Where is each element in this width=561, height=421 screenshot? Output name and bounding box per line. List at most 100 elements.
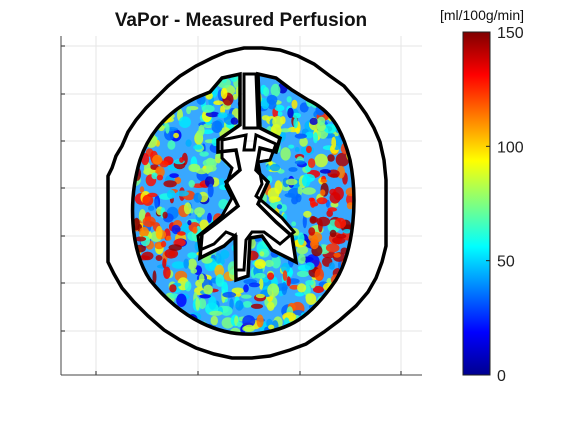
perfusion-voxel bbox=[263, 87, 270, 97]
perfusion-voxel bbox=[317, 116, 326, 126]
perfusion-voxel bbox=[193, 192, 202, 203]
perfusion-voxel bbox=[152, 154, 163, 165]
perfusion-voxel bbox=[185, 139, 192, 147]
perfusion-voxel bbox=[242, 301, 253, 308]
perfusion-voxel bbox=[222, 291, 237, 298]
perfusion-voxel bbox=[209, 310, 223, 316]
perfusion-voxel bbox=[277, 169, 285, 174]
perfusion-voxel bbox=[277, 111, 283, 117]
perfusion-voxel bbox=[151, 172, 158, 180]
perfusion-voxel bbox=[296, 245, 309, 255]
perfusion-voxel bbox=[165, 235, 172, 241]
perfusion-voxel bbox=[313, 132, 318, 144]
perfusion-voxel bbox=[139, 186, 145, 194]
perfusion-voxel bbox=[164, 248, 179, 259]
perfusion-voxel bbox=[301, 175, 311, 187]
perfusion-voxel bbox=[305, 131, 314, 139]
perfusion-voxel bbox=[327, 154, 335, 162]
perfusion-voxel bbox=[292, 112, 302, 119]
colorbar-tick-label: 150 bbox=[497, 25, 524, 42]
perfusion-voxel bbox=[243, 324, 255, 332]
perfusion-voxel bbox=[297, 253, 306, 264]
perfusion-voxel bbox=[309, 215, 317, 224]
perfusion-voxel bbox=[213, 100, 224, 105]
perfusion-voxel bbox=[295, 193, 302, 203]
perfusion-voxel bbox=[199, 151, 209, 157]
perfusion-voxel bbox=[342, 229, 352, 234]
perfusion-voxel bbox=[236, 321, 243, 327]
perfusion-voxel bbox=[327, 207, 338, 212]
perfusion-voxel bbox=[186, 106, 192, 115]
perfusion-voxel bbox=[271, 255, 281, 269]
perfusion-voxel bbox=[248, 282, 260, 288]
perfusion-voxel bbox=[264, 259, 274, 268]
perfusion-voxel bbox=[187, 258, 197, 271]
perfusion-voxel bbox=[215, 253, 222, 264]
perfusion-voxel bbox=[203, 123, 214, 129]
perfusion-voxel bbox=[154, 198, 159, 209]
perfusion-voxel bbox=[316, 216, 331, 227]
perfusion-voxel bbox=[320, 189, 326, 196]
brain-outline bbox=[130, 71, 356, 336]
x-ticks bbox=[95, 371, 402, 375]
perfusion-voxel bbox=[188, 163, 201, 173]
perfusion-voxel bbox=[259, 251, 265, 257]
perfusion-voxel bbox=[287, 107, 294, 119]
perfusion-voxel bbox=[325, 243, 340, 253]
perfusion-voxel bbox=[183, 202, 192, 215]
perfusion-voxel bbox=[310, 239, 319, 250]
perfusion-voxel bbox=[333, 252, 341, 258]
perfusion-voxel bbox=[307, 158, 316, 169]
perfusion-voxel bbox=[240, 294, 252, 299]
perfusion-voxel bbox=[254, 259, 266, 269]
perfusion-voxel bbox=[306, 145, 312, 154]
perfusion-voxel bbox=[219, 178, 225, 186]
perfusion-voxel bbox=[198, 298, 207, 310]
perfusion-voxel bbox=[197, 212, 202, 218]
perfusion-voxel bbox=[302, 214, 307, 229]
perfusion-voxel bbox=[266, 301, 275, 311]
perfusion-voxel bbox=[169, 293, 179, 299]
perfusion-voxel bbox=[250, 303, 264, 309]
perfusion-voxel bbox=[291, 99, 298, 109]
perfusion-voxel bbox=[203, 284, 214, 295]
colorbar-label: [ml/100g/min] bbox=[440, 7, 524, 23]
perfusion-voxel bbox=[211, 120, 223, 133]
perfusion-voxel bbox=[181, 223, 192, 234]
perfusion-voxel bbox=[336, 233, 347, 239]
perfusion-voxel bbox=[176, 190, 189, 197]
perfusion-voxel bbox=[187, 252, 198, 259]
perfusion-voxel bbox=[294, 146, 300, 153]
perfusion-voxel bbox=[152, 270, 157, 284]
perfusion-voxel bbox=[199, 273, 205, 284]
perfusion-voxel bbox=[198, 124, 205, 136]
perfusion-voxel bbox=[288, 167, 298, 172]
perfusion-voxel bbox=[142, 216, 156, 228]
perfusion-voxel bbox=[332, 236, 346, 244]
ventricles bbox=[196, 132, 297, 272]
perfusion-voxel bbox=[256, 314, 264, 328]
perfusion-voxel bbox=[335, 152, 350, 167]
perfusion-voxel bbox=[184, 281, 192, 292]
perfusion-voxel bbox=[309, 117, 318, 125]
perfusion-voxel bbox=[192, 226, 198, 234]
perfusion-voxel bbox=[171, 261, 186, 269]
perfusion-voxel bbox=[297, 186, 303, 196]
perfusion-voxel bbox=[284, 193, 296, 198]
perfusion-voxel bbox=[308, 197, 315, 202]
perfusion-voxel bbox=[282, 270, 288, 281]
perfusion-voxel bbox=[294, 133, 307, 139]
perfusion-voxel bbox=[296, 270, 310, 278]
perfusion-voxel bbox=[308, 227, 316, 236]
perfusion-voxel bbox=[319, 169, 331, 174]
perfusion-voxel bbox=[163, 180, 177, 188]
perfusion-voxel bbox=[188, 180, 195, 188]
perfusion-voxel bbox=[171, 224, 181, 235]
perfusion-voxel bbox=[293, 117, 298, 129]
perfusion-voxel bbox=[139, 226, 150, 238]
perfusion-voxel bbox=[285, 178, 298, 186]
perfusion-voxel bbox=[334, 217, 347, 229]
perfusion-voxel bbox=[214, 264, 225, 277]
perfusion-voxel bbox=[208, 296, 217, 310]
